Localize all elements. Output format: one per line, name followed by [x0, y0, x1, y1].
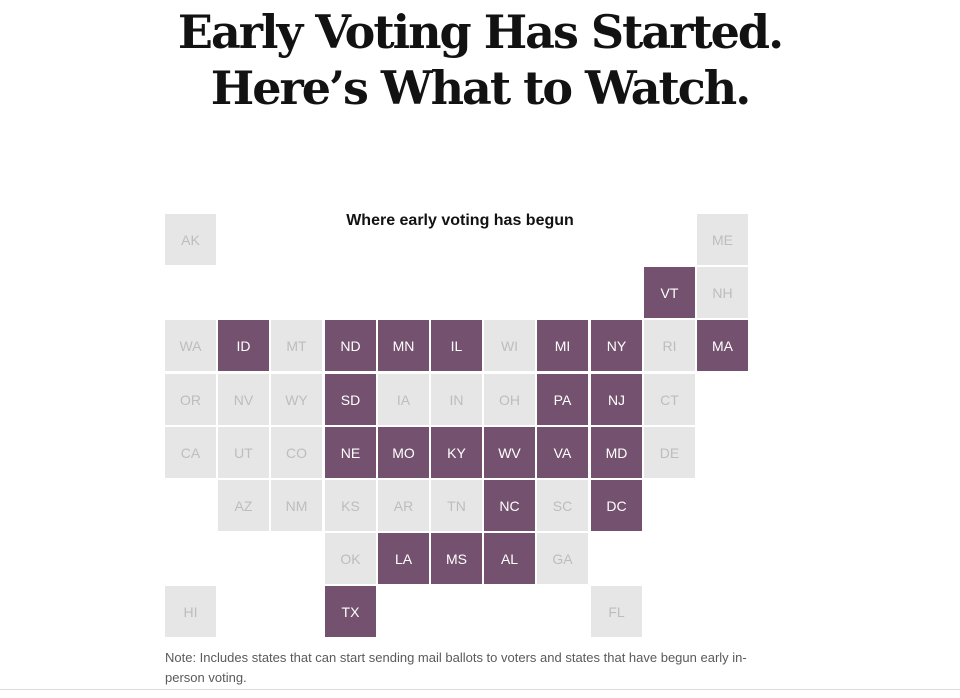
state-tile-ar: AR	[378, 480, 429, 531]
state-tile-wi: WI	[484, 320, 535, 371]
state-tile-nv: NV	[218, 374, 269, 425]
state-tile-md: MD	[591, 427, 642, 478]
state-tile-ut: UT	[218, 427, 269, 478]
state-tile-ak: AK	[165, 214, 216, 265]
state-tile-ok: OK	[325, 533, 376, 584]
state-tile-nc: NC	[484, 480, 535, 531]
state-tile-wa: WA	[165, 320, 216, 371]
state-tile-tx: TX	[325, 586, 376, 637]
state-tile-nm: NM	[271, 480, 322, 531]
state-tile-mo: MO	[378, 427, 429, 478]
state-tile-id: ID	[218, 320, 269, 371]
headline: Early Voting Has Started. Here’s What to…	[0, 4, 960, 116]
bottom-divider	[0, 689, 960, 690]
map-note: Note: Includes states that can start sen…	[165, 650, 747, 685]
state-tile-ma: MA	[697, 320, 748, 371]
state-tile-wv: WV	[484, 427, 535, 478]
state-tile-va: VA	[537, 427, 588, 478]
state-tile-la: LA	[378, 533, 429, 584]
state-tile-ne: NE	[325, 427, 376, 478]
state-tile-fl: FL	[591, 586, 642, 637]
state-tile-dc: DC	[591, 480, 642, 531]
state-tile-ca: CA	[165, 427, 216, 478]
state-tile-ga: GA	[537, 533, 588, 584]
state-tile-in: IN	[431, 374, 482, 425]
state-tile-co: CO	[271, 427, 322, 478]
map-title: Where early voting has begun	[346, 212, 574, 229]
state-tile-ks: KS	[325, 480, 376, 531]
state-tile-or: OR	[165, 374, 216, 425]
state-tile-nd: ND	[325, 320, 376, 371]
state-tile-mn: MN	[378, 320, 429, 371]
state-tile-ny: NY	[591, 320, 642, 371]
state-tile-ms: MS	[431, 533, 482, 584]
state-tile-il: IL	[431, 320, 482, 371]
state-tile-ri: RI	[644, 320, 695, 371]
state-tile-pa: PA	[537, 374, 588, 425]
state-tile-oh: OH	[484, 374, 535, 425]
state-tile-ct: CT	[644, 374, 695, 425]
state-tile-wy: WY	[271, 374, 322, 425]
state-tile-sc: SC	[537, 480, 588, 531]
state-tile-az: AZ	[218, 480, 269, 531]
state-tile-tn: TN	[431, 480, 482, 531]
state-tile-mi: MI	[537, 320, 588, 371]
state-tile-al: AL	[484, 533, 535, 584]
state-tile-mt: MT	[271, 320, 322, 371]
state-tile-ky: KY	[431, 427, 482, 478]
state-tile-hi: HI	[165, 586, 216, 637]
state-tile-sd: SD	[325, 374, 376, 425]
state-tile-ia: IA	[378, 374, 429, 425]
headline-line-1: Early Voting Has Started.	[177, 5, 784, 59]
state-tile-vt: VT	[644, 267, 695, 318]
headline-line-2: Here’s What to Watch.	[210, 61, 751, 115]
state-tile-nj: NJ	[591, 374, 642, 425]
state-tile-me: ME	[697, 214, 748, 265]
state-tile-nh: NH	[697, 267, 748, 318]
state-tile-de: DE	[644, 427, 695, 478]
